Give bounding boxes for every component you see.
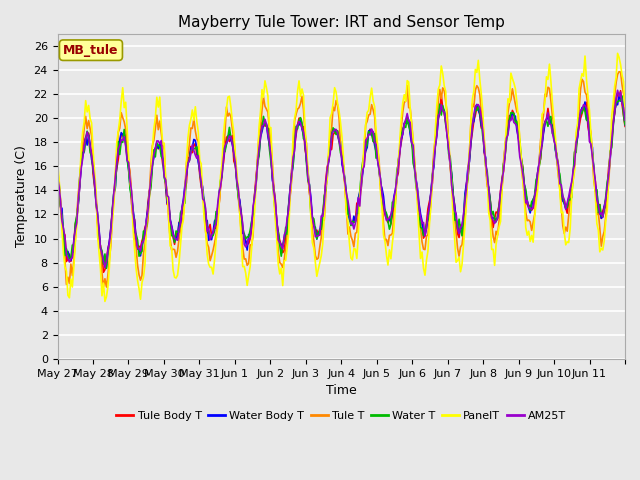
Y-axis label: Temperature (C): Temperature (C) [15,145,28,247]
Text: MB_tule: MB_tule [63,44,118,57]
X-axis label: Time: Time [326,384,356,397]
Title: Mayberry Tule Tower: IRT and Sensor Temp: Mayberry Tule Tower: IRT and Sensor Temp [178,15,505,30]
Legend: Tule Body T, Water Body T, Tule T, Water T, PanelT, AM25T: Tule Body T, Water Body T, Tule T, Water… [112,407,570,426]
